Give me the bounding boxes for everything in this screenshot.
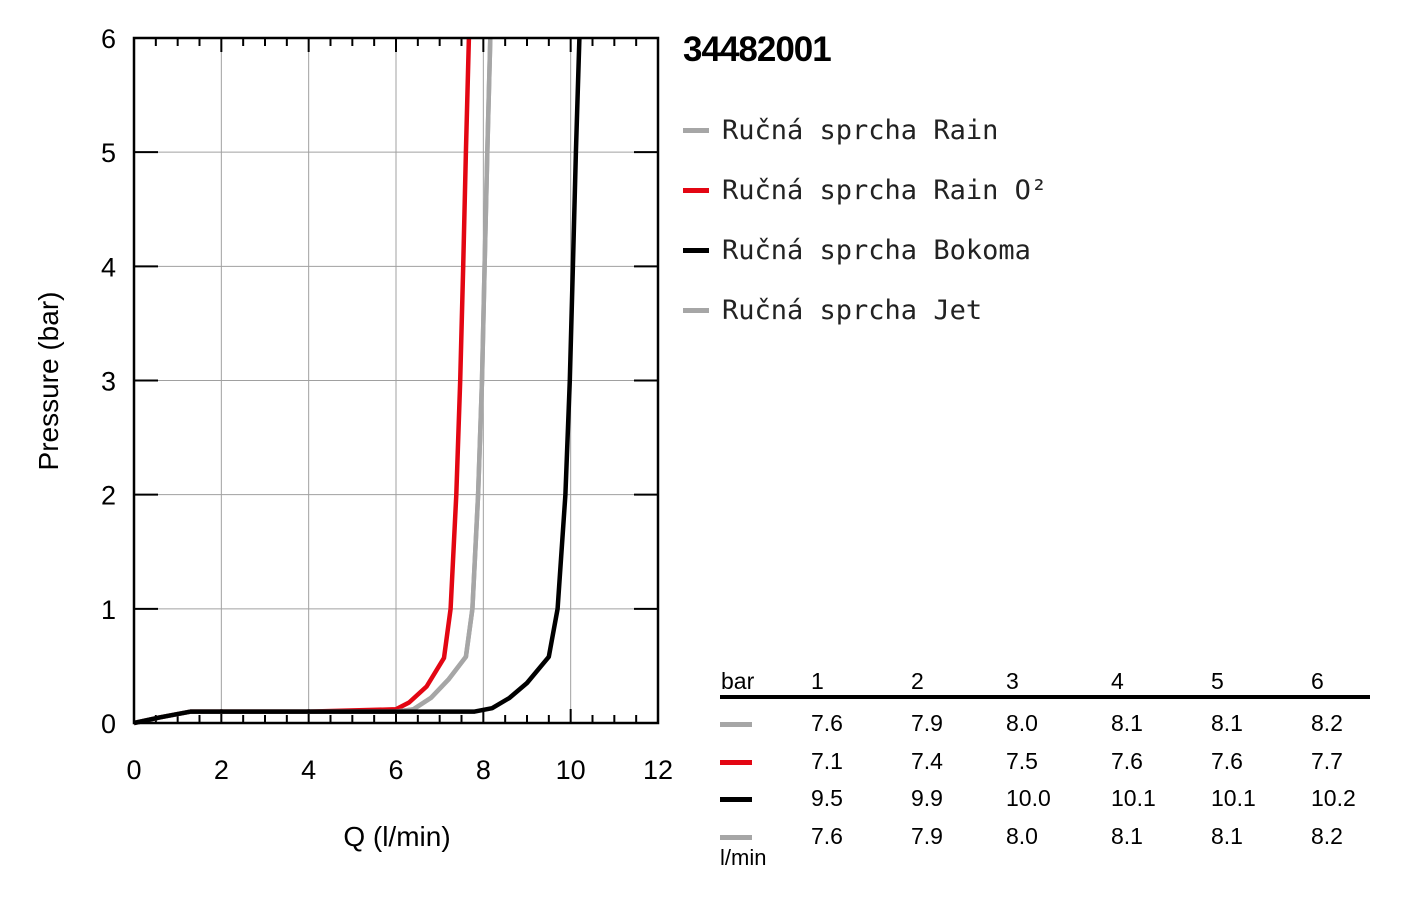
table-row: 9.5 9.9 10.0 10.1 10.1 10.2: [720, 782, 1370, 820]
x-tick-label: 2: [214, 755, 229, 785]
table-row: 7.1 7.4 7.5 7.6 7.6 7.7: [720, 745, 1370, 783]
table-row: 7.6 7.9 8.0 8.1 8.1 8.2 l/min: [720, 820, 1370, 870]
flow-table-header: bar 1 2 3 4 5 6: [720, 668, 1370, 699]
table-cell: 8.1: [1111, 822, 1143, 849]
row-swatch: [720, 834, 752, 840]
table-cell: 10.1: [1211, 785, 1256, 811]
row-swatch: [720, 722, 752, 727]
legend-swatch: [683, 128, 709, 133]
flow-rate-table: bar 1 2 3 4 5 6 7.6 7.9 8.0 8.1 8.1 8.2 …: [720, 668, 1370, 870]
table-cell: 7.6: [1111, 747, 1143, 774]
table-cell: 8.0: [1006, 822, 1038, 849]
pressure-unit-label: bar: [721, 668, 755, 694]
row-swatch: [720, 797, 752, 802]
table-cell: 8.0: [1006, 710, 1038, 736]
table-cell: 7.7: [1311, 747, 1343, 774]
legend-swatch: [683, 188, 709, 193]
legend-swatch: [683, 308, 709, 313]
chart-series: [133, 37, 582, 726]
x-axis-label: Q (l/min): [343, 821, 450, 852]
y-tick-label: 1: [101, 595, 116, 625]
y-tick-label: 0: [101, 709, 116, 739]
row-swatch: [720, 759, 752, 765]
x-tick-label: 10: [556, 755, 586, 785]
series-line: [133, 37, 582, 726]
y-tick-label: 6: [101, 24, 116, 54]
table-cell: 8.2: [1311, 710, 1343, 736]
table-cell: 7.4: [911, 747, 943, 774]
table-cell: 7.5: [1006, 747, 1038, 774]
table-cell: 7.6: [811, 822, 843, 849]
table-cell: 10.1: [1111, 785, 1156, 811]
table-cell: 7.9: [911, 822, 943, 849]
flow-unit-label: l/min: [720, 844, 767, 870]
table-row: 7.6 7.9 8.0 8.1 8.1 8.2: [720, 707, 1370, 745]
table-cell: 7.9: [911, 710, 943, 736]
chart-title: 34482001: [683, 30, 832, 69]
pressure-column-1: 1: [811, 668, 824, 694]
x-tick-label: 6: [388, 755, 403, 785]
table-cell: 10.2: [1311, 785, 1356, 811]
pressure-column-6: 6: [1311, 668, 1324, 694]
x-tick-label: 8: [476, 755, 491, 785]
x-tick-label: 12: [643, 755, 673, 785]
table-cell: 8.1: [1211, 710, 1243, 736]
table-cell: 7.1: [811, 747, 843, 774]
pressure-column-5: 5: [1211, 668, 1224, 694]
x-tick-label: 0: [126, 755, 141, 785]
pressure-column-2: 2: [911, 668, 924, 694]
legend-label: Ručná sprcha Rain: [722, 115, 999, 146]
legend-label: Ručná sprcha Bokoma: [722, 235, 1031, 266]
y-tick-label: 2: [101, 481, 116, 511]
x-tick-label: 4: [301, 755, 316, 785]
chart-grid: [133, 37, 659, 724]
table-cell: 7.6: [811, 710, 843, 736]
plot-frame: [132, 36, 660, 725]
table-cell: 10.0: [1006, 785, 1051, 811]
pressure-column-3: 3: [1006, 668, 1019, 694]
legend-label: Ručná sprcha Jet: [722, 295, 983, 326]
y-tick-label: 4: [101, 252, 116, 282]
y-tick-label: 5: [101, 138, 116, 168]
table-cell: 9.5: [811, 785, 843, 811]
table-cell: 8.2: [1311, 822, 1343, 849]
legend-swatch: [683, 248, 709, 253]
table-cell: 8.1: [1111, 710, 1143, 736]
table-cell: 9.9: [911, 785, 943, 811]
y-tick-label: 3: [101, 367, 116, 397]
table-cell: 8.1: [1211, 822, 1243, 849]
legend-label: Ručná sprcha Rain O²: [722, 175, 1048, 206]
y-axis-label: Pressure (bar): [33, 292, 64, 471]
pressure-column-4: 4: [1111, 668, 1124, 694]
table-cell: 7.6: [1211, 747, 1243, 774]
